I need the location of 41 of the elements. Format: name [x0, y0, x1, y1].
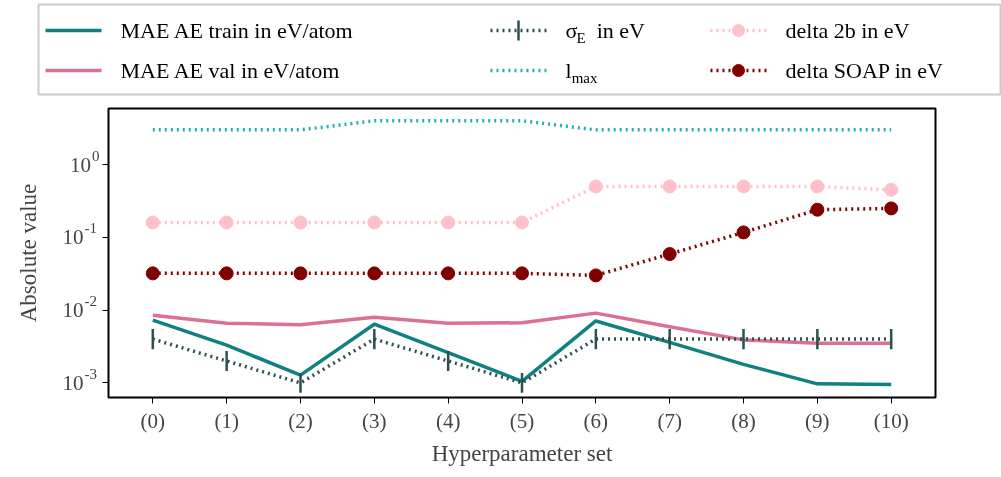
point — [145, 266, 160, 281]
x-axis-title: Hyperparameter set — [431, 440, 613, 466]
y-axis-title: Absolute value — [15, 183, 41, 323]
x-tick-label: (3) — [362, 408, 387, 433]
point — [662, 247, 677, 262]
x-tick-label: (1) — [214, 408, 239, 433]
line-series — [151, 311, 893, 346]
point — [367, 266, 382, 281]
point — [736, 179, 751, 194]
point — [441, 215, 456, 230]
point — [293, 266, 308, 281]
legend-label: delta SOAP in eV — [785, 58, 944, 83]
point — [219, 215, 234, 230]
x-tick-label: (4) — [435, 408, 461, 433]
point — [293, 215, 308, 230]
x-tick-label: (9) — [805, 408, 830, 433]
point — [515, 266, 529, 281]
x-tick-label: (6) — [583, 408, 609, 433]
point — [367, 215, 382, 230]
x-tick-label: (10) — [873, 408, 909, 433]
point — [515, 215, 529, 230]
point — [884, 201, 899, 216]
x-tick-label: (8) — [731, 408, 756, 433]
point — [588, 268, 603, 283]
x-tick-label: (0) — [140, 408, 166, 433]
legend-label: MAE AE train in eV/atom — [120, 18, 353, 43]
point — [884, 182, 899, 197]
x-tick-label: (7) — [657, 408, 682, 433]
line-series — [151, 318, 893, 387]
point — [810, 202, 825, 217]
x-tick-label: (2) — [288, 408, 313, 433]
point — [810, 179, 825, 194]
legend-label: delta 2b in eV — [785, 18, 910, 43]
legend-label: MAE AE val in eV/atom — [120, 58, 340, 83]
point — [662, 179, 677, 194]
point — [588, 179, 603, 194]
point — [441, 266, 456, 281]
point — [736, 225, 751, 240]
point — [219, 266, 234, 281]
x-tick-label: (5) — [509, 408, 535, 433]
point — [145, 215, 160, 230]
